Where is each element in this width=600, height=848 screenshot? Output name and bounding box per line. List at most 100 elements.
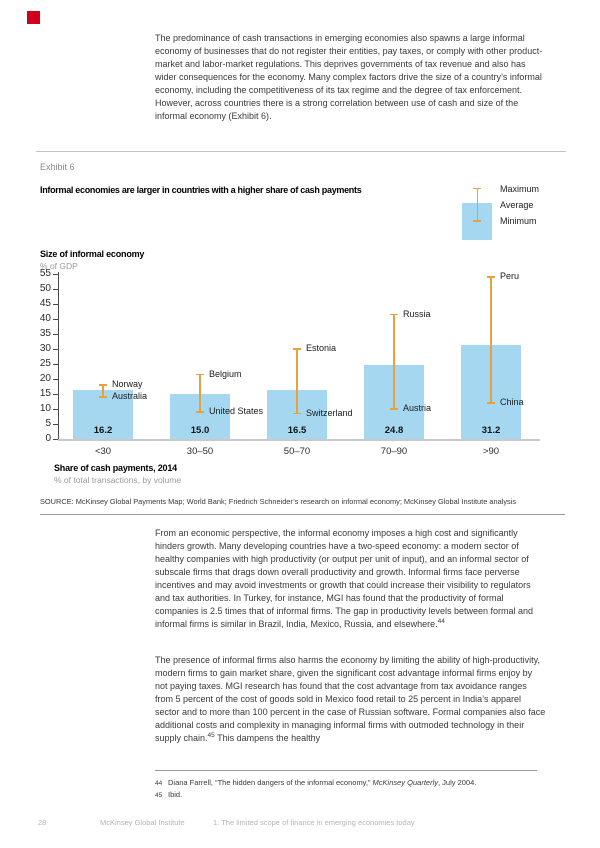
footnote-ref-44: 44 xyxy=(437,618,445,625)
min-country-label: Australia xyxy=(112,391,148,401)
footnote-44-italic: McKinsey Quarterly xyxy=(372,778,438,787)
error-bar-cap-max xyxy=(196,373,204,376)
error-bar-line xyxy=(393,314,395,409)
y-axis-tick xyxy=(53,334,58,335)
bar-value-label: 16.5 xyxy=(287,425,307,436)
footnote-ref-45: 45 xyxy=(207,732,215,739)
exhibit-top-divider xyxy=(36,151,566,152)
max-country-label: Norway xyxy=(112,379,143,389)
error-bar-cap-max xyxy=(487,276,495,278)
exhibit-bottom-divider xyxy=(40,514,565,515)
y-axis-subtitle: % of GDP xyxy=(40,261,78,271)
footer-publisher: McKinsey Global Institute xyxy=(100,818,185,827)
x-axis-category-label: >90 xyxy=(482,446,500,457)
y-axis-tick-label: 45 xyxy=(39,298,51,309)
body-paragraph-3: The presence of informal firms also harm… xyxy=(155,654,547,745)
x-axis-category-label: <30 xyxy=(94,446,112,457)
y-axis-tick-label: 20 xyxy=(39,373,51,384)
min-country-label: Austria xyxy=(403,403,432,413)
bar-value-label: 15.0 xyxy=(190,425,210,436)
error-bar-cap-min xyxy=(196,411,204,413)
y-axis-tick-label: 10 xyxy=(39,403,51,414)
min-country-label: United States xyxy=(209,406,264,416)
y-axis-tick xyxy=(53,304,58,305)
bar xyxy=(73,390,133,439)
error-bar-cap-min xyxy=(99,396,107,398)
min-country-label: China xyxy=(500,397,524,407)
y-axis-tick-label: 25 xyxy=(39,358,51,369)
error-bar-cap-max xyxy=(293,348,301,350)
bar-value-label: 24.8 xyxy=(384,425,404,436)
error-bar-cap-min xyxy=(293,412,301,415)
x-axis-line xyxy=(58,439,540,441)
x-axis-category-label: 30–50 xyxy=(186,446,214,457)
x-axis-title: Share of cash payments, 2014 xyxy=(54,463,177,473)
body-paragraph-2: From an economic perspective, the inform… xyxy=(155,527,547,631)
error-bar-cap-min xyxy=(390,408,398,410)
chart-title: Informal economies are larger in countri… xyxy=(40,185,362,195)
y-axis-tick-label: 55 xyxy=(39,268,51,279)
paragraph-2-text: From an economic perspective, the inform… xyxy=(155,528,534,629)
legend-label-average: Average xyxy=(500,200,534,210)
y-axis-tick-label: 50 xyxy=(39,283,51,294)
error-bar-line xyxy=(296,349,298,414)
y-axis-tick-label: 15 xyxy=(39,388,51,399)
footnote-divider xyxy=(155,770,537,771)
y-axis-tick-label: 5 xyxy=(45,418,51,429)
y-axis-tick-label: 0 xyxy=(45,433,51,444)
y-axis-tick-label: 30 xyxy=(39,343,51,354)
max-country-label: Estonia xyxy=(306,343,337,353)
intro-paragraph: The predominance of cash transactions in… xyxy=(155,33,543,121)
footnote-44-marker: 44 xyxy=(155,780,163,787)
y-axis-tick xyxy=(53,439,58,440)
y-axis-tick xyxy=(53,364,58,365)
max-country-label: Peru xyxy=(500,271,520,281)
paragraph-3-tail: This dampens the healthy xyxy=(214,733,321,743)
footer-page-number: 28 xyxy=(38,818,47,827)
footnote-44: 44 Diana Farrell, “The hidden dangers of … xyxy=(155,777,555,790)
legend-range-line xyxy=(476,188,478,221)
error-bar-cap-max xyxy=(99,384,107,386)
y-axis-tick xyxy=(53,379,58,380)
min-country-label: Switzerland xyxy=(306,407,353,418)
y-axis-tick xyxy=(53,349,58,350)
footnote-45-marker: 45 xyxy=(155,792,163,799)
footer-chapter: 1. The limited scope of finance in emerg… xyxy=(213,818,415,827)
footnote-44-text: Diana Farrell, “The hidden dangers of th… xyxy=(168,778,373,787)
error-bar-line xyxy=(102,385,104,397)
legend-label-minimum: Minimum xyxy=(500,216,537,226)
error-bar-line xyxy=(199,374,201,412)
y-axis-tick xyxy=(53,274,58,275)
error-bar-cap-max xyxy=(390,313,398,316)
footnote-45: 45 Ibid. xyxy=(155,789,555,802)
exhibit-label: Exhibit 6 xyxy=(40,162,75,172)
x-axis-category-label: 50–70 xyxy=(283,446,311,457)
max-country-label: Belgium xyxy=(209,368,242,379)
y-axis-tick xyxy=(53,424,58,425)
y-axis-tick xyxy=(53,409,58,410)
source-line: SOURCE: McKinsey Global Payments Map; Wo… xyxy=(40,497,517,506)
x-axis-subtitle: % of total transactions, by volume xyxy=(54,475,182,485)
y-axis-tick xyxy=(53,289,58,290)
chapter-corner-marker xyxy=(27,11,40,24)
bar-value-label: 31.2 xyxy=(481,425,501,436)
legend-range-cap-bottom xyxy=(473,220,481,222)
x-axis-category-label: 70–90 xyxy=(380,446,408,457)
y-axis-tick-label: 40 xyxy=(39,313,51,324)
y-axis-tick xyxy=(53,319,58,320)
error-bar-cap-min xyxy=(487,402,495,404)
y-axis-line xyxy=(58,272,59,439)
y-axis-title: Size of informal economy xyxy=(40,249,145,259)
paragraph-3-text: The presence of informal firms also harm… xyxy=(155,655,546,743)
bar-value-label: 16.2 xyxy=(93,425,113,436)
y-axis-tick-label: 35 xyxy=(39,328,51,339)
y-axis-tick xyxy=(53,394,58,395)
footnote-44-tail: , July 2004. xyxy=(437,778,477,787)
legend-label-maximum: Maximum xyxy=(500,184,540,194)
legend-range-cap-top xyxy=(473,187,481,189)
footnote-45-text: Ibid. xyxy=(168,790,183,799)
error-bar-line xyxy=(490,277,492,403)
max-country-label: Russia xyxy=(403,308,431,319)
